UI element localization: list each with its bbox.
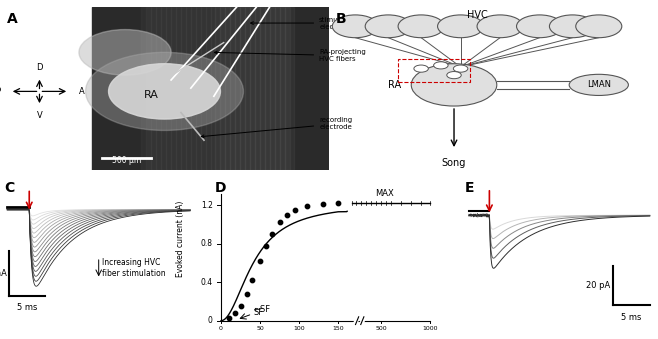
Text: RA: RA: [144, 89, 159, 100]
Point: [236, 303, 246, 309]
Text: MAX: MAX: [375, 190, 393, 199]
Text: B: B: [336, 12, 346, 26]
Text: 0.4: 0.4: [201, 278, 213, 287]
Text: D: D: [215, 181, 226, 195]
Point: [317, 201, 328, 207]
Text: 500 μm: 500 μm: [112, 156, 141, 165]
Circle shape: [109, 64, 220, 119]
Bar: [161, 7, 171, 170]
Bar: [284, 7, 294, 170]
Circle shape: [79, 29, 171, 75]
Bar: [220, 7, 230, 170]
Circle shape: [477, 15, 523, 38]
Bar: [166, 7, 176, 170]
Bar: [151, 7, 161, 170]
Text: 100: 100: [293, 326, 305, 332]
Circle shape: [447, 72, 461, 79]
Text: A: A: [7, 12, 17, 26]
Text: 1000: 1000: [422, 326, 438, 332]
Bar: [211, 7, 220, 170]
Bar: [191, 7, 201, 170]
Text: HVC: HVC: [467, 10, 488, 20]
Bar: [236, 7, 245, 170]
Bar: [201, 7, 211, 170]
Point: [302, 203, 313, 209]
Text: 0.8: 0.8: [201, 239, 213, 248]
Point: [333, 201, 343, 206]
Text: stimulation
electrodes: stimulation electrodes: [251, 17, 359, 29]
Point: [255, 258, 265, 264]
Bar: [270, 7, 280, 170]
Point: [247, 278, 257, 283]
Bar: [398, 59, 470, 82]
Bar: [216, 7, 225, 170]
Bar: [205, 7, 216, 170]
Text: 0: 0: [208, 316, 213, 325]
Circle shape: [576, 15, 622, 38]
Bar: [181, 7, 191, 170]
Text: 50: 50: [256, 326, 264, 332]
Bar: [260, 7, 270, 170]
Ellipse shape: [569, 74, 628, 96]
Bar: [171, 7, 181, 170]
Circle shape: [414, 65, 428, 72]
Bar: [141, 7, 151, 170]
Circle shape: [365, 15, 411, 38]
Text: 0: 0: [219, 326, 223, 332]
Point: [230, 310, 240, 316]
Text: RA: RA: [388, 80, 401, 90]
Bar: [147, 7, 157, 170]
Bar: [157, 7, 166, 170]
Circle shape: [453, 65, 468, 72]
Bar: [186, 7, 196, 170]
Text: D: D: [36, 63, 43, 72]
Text: A: A: [79, 87, 85, 96]
Text: 150: 150: [332, 326, 344, 332]
Bar: [196, 7, 205, 170]
Text: 0.4 nA: 0.4 nA: [0, 269, 7, 278]
Bar: [265, 7, 275, 170]
Text: 1.2: 1.2: [201, 201, 213, 210]
Point: [266, 231, 277, 237]
Text: Song: Song: [442, 158, 467, 168]
Text: V: V: [37, 111, 42, 120]
Circle shape: [86, 52, 243, 131]
Bar: [250, 7, 260, 170]
Text: RA-projecting
HVC fibers: RA-projecting HVC fibers: [215, 49, 366, 62]
Text: SF: SF: [254, 308, 264, 317]
Text: C: C: [4, 181, 14, 195]
Circle shape: [398, 15, 444, 38]
Text: LMAN: LMAN: [587, 80, 611, 89]
Bar: [240, 7, 250, 170]
Circle shape: [438, 15, 484, 38]
Bar: [176, 7, 186, 170]
Text: Increasing HVC
fiber stimulation: Increasing HVC fiber stimulation: [103, 258, 166, 278]
Text: ←SF: ←SF: [254, 305, 271, 314]
Text: 5 ms: 5 ms: [621, 313, 642, 322]
Bar: [225, 7, 236, 170]
Text: 5 ms: 5 ms: [17, 303, 38, 312]
Bar: [280, 7, 290, 170]
Text: Evoked current (nA): Evoked current (nA): [176, 200, 185, 277]
Bar: [245, 7, 255, 170]
Circle shape: [411, 64, 497, 106]
Point: [261, 243, 272, 248]
Circle shape: [517, 15, 563, 38]
Bar: [92, 7, 329, 170]
Circle shape: [549, 15, 595, 38]
Point: [290, 207, 301, 213]
Text: recording
electrode: recording electrode: [201, 117, 352, 138]
Point: [282, 212, 293, 218]
Point: [274, 220, 285, 225]
Text: 20 pA: 20 pA: [586, 281, 611, 290]
Text: 500: 500: [375, 326, 387, 332]
Point: [224, 315, 234, 320]
Circle shape: [434, 62, 448, 69]
Bar: [275, 7, 284, 170]
Bar: [255, 7, 265, 170]
Circle shape: [332, 15, 378, 38]
Point: [241, 291, 252, 296]
Bar: [230, 7, 240, 170]
Text: E: E: [465, 181, 474, 195]
